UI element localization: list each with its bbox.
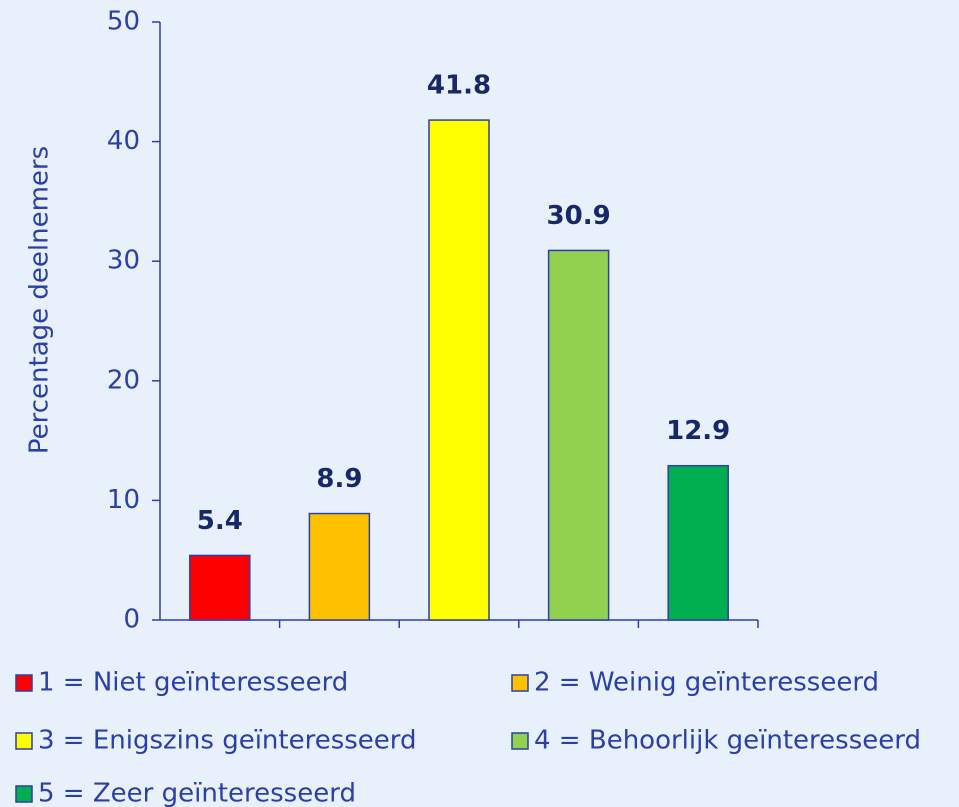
bar	[667, 464, 729, 621]
legend-label: 5 = Zeer geïnteresseerd	[38, 779, 356, 807]
legend-label: 3 = Enigszins geïnteresseerd	[38, 726, 417, 756]
legend-swatch	[511, 674, 529, 692]
y-tick-label: 40	[107, 126, 140, 156]
y-tick-label: 10	[107, 485, 140, 515]
legend-swatch	[15, 674, 33, 692]
legend-label: 2 = Weinig geïnteresseerd	[534, 668, 879, 698]
y-tick-label: 50	[107, 7, 140, 37]
legend-label: 1 = Niet geïnteresseerd	[38, 668, 348, 698]
bar	[308, 512, 371, 621]
y-tick-label: 30	[107, 246, 140, 276]
legend-swatch	[15, 732, 33, 750]
legend-label: 4 = Behoorlijk geïnteresseerd	[534, 726, 921, 756]
value-label: 8.9	[316, 464, 362, 494]
legend-swatch	[15, 785, 33, 803]
legend-swatch	[511, 732, 529, 750]
y-tick-label: 0	[123, 605, 140, 635]
value-label: 30.9	[547, 201, 611, 231]
bar	[189, 554, 251, 621]
value-label: 5.4	[197, 506, 243, 536]
y-tick-label: 20	[107, 365, 140, 395]
value-label: 12.9	[666, 416, 730, 446]
y-axis-label: Percentage deelnemers	[25, 146, 55, 454]
value-label: 41.8	[427, 71, 491, 101]
bar	[547, 249, 610, 621]
bar	[428, 119, 490, 621]
